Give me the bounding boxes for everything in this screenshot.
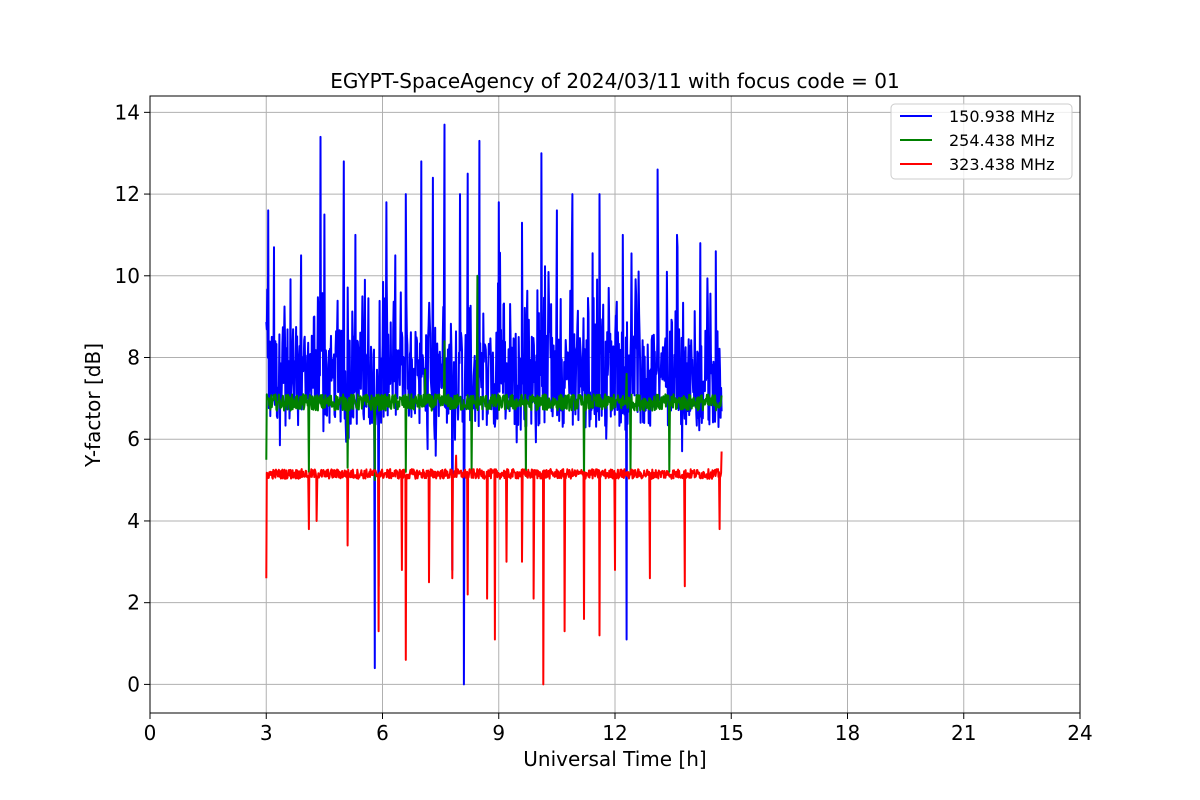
legend-label-150: 150.938 MHz	[949, 107, 1054, 126]
y-axis-ticks: 0 2 4 6 8 10 12 14	[115, 100, 150, 696]
legend-label-254: 254.438 MHz	[949, 131, 1054, 150]
x-tick-label: 9	[492, 721, 505, 745]
series-line-0	[265, 123, 723, 686]
x-axis-ticks: 0 3 6 9 12 15 18 21 24	[144, 713, 1093, 745]
y-tick-label: 10	[115, 264, 140, 288]
y-tick-label: 2	[127, 591, 140, 615]
y-tick-label: 8	[127, 346, 140, 370]
legend: 150.938 MHz 254.438 MHz 323.438 MHz	[890, 103, 1073, 180]
x-tick-label: 15	[719, 721, 744, 745]
y-tick-label: 0	[127, 672, 140, 696]
series-layer	[265, 123, 723, 686]
x-axis-label: Universal Time [h]	[523, 747, 706, 771]
x-tick-label: 6	[376, 721, 389, 745]
chart-title: EGYPT-SpaceAgency of 2024/03/11 with foc…	[330, 69, 899, 93]
y-tick-label: 6	[127, 427, 140, 451]
y-tick-label: 14	[115, 100, 140, 124]
series-line-1	[265, 274, 723, 482]
x-tick-label: 3	[260, 721, 273, 745]
x-tick-label: 18	[835, 721, 860, 745]
y-tick-label: 4	[127, 509, 140, 533]
legend-box	[890, 103, 1073, 180]
x-tick-label: 24	[1067, 721, 1092, 745]
x-tick-label: 12	[602, 721, 627, 745]
series-line-2	[265, 451, 723, 686]
legend-label-323: 323.438 MHz	[949, 155, 1054, 174]
x-tick-label: 0	[144, 721, 157, 745]
x-tick-label: 21	[951, 721, 976, 745]
y-tick-label: 12	[115, 182, 140, 206]
y-axis-label: Y-factor [dB]	[81, 343, 105, 468]
